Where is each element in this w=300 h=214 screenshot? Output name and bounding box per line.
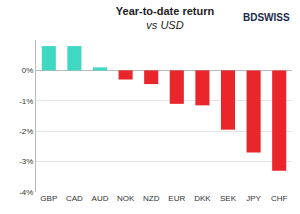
svg-text:-1%: -1% <box>19 97 33 106</box>
svg-text:EUR: EUR <box>168 194 185 203</box>
svg-text:CHF: CHF <box>271 194 288 203</box>
svg-text:DKK: DKK <box>194 194 211 203</box>
svg-text:-3%: -3% <box>19 157 33 166</box>
svg-text:NZD: NZD <box>143 194 160 203</box>
svg-text:NOK: NOK <box>117 194 135 203</box>
svg-text:BDSWISS: BDSWISS <box>243 12 290 23</box>
svg-text:-2%: -2% <box>19 127 33 136</box>
svg-text:SEK: SEK <box>220 194 237 203</box>
svg-text:JPY: JPY <box>246 194 261 203</box>
svg-text:AUD: AUD <box>92 194 109 203</box>
svg-text:CAD: CAD <box>66 194 83 203</box>
svg-text:Year-to-date returnvs USD: Year-to-date returnvs USD <box>116 5 215 31</box>
svg-text:0%: 0% <box>22 66 34 75</box>
svg-text:GBP: GBP <box>40 194 57 203</box>
svg-text:-4%: -4% <box>19 188 33 197</box>
